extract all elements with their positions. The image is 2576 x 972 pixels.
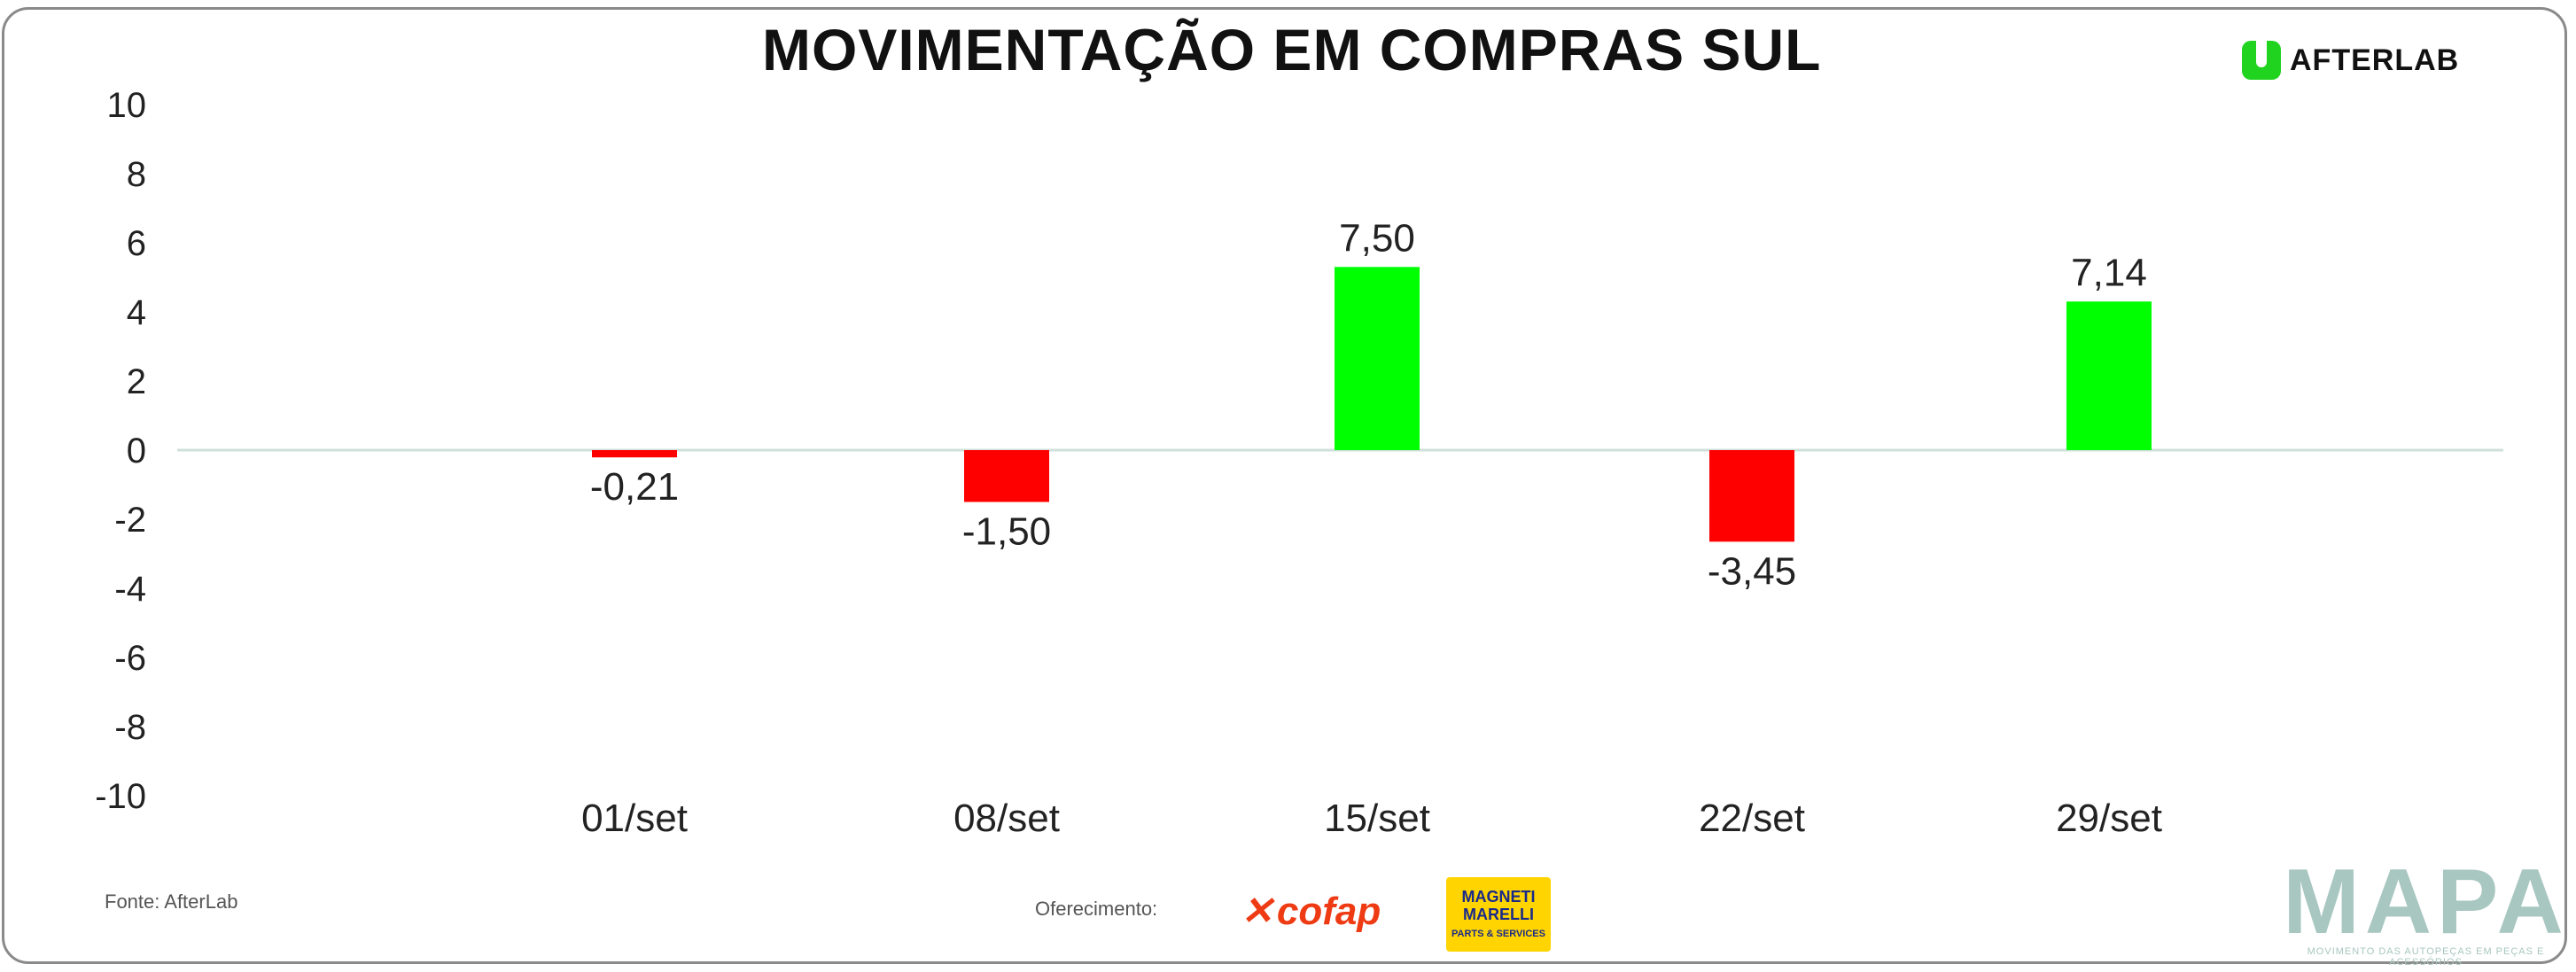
chart-title: MOVIMENTAÇÃO EM COMPRAS SUL	[762, 17, 1822, 82]
y-axis: 10 8 6 4 2 0 -2 -4 -6 -8 -10	[95, 86, 146, 816]
sponsor-label: Oferecimento:	[1035, 898, 1158, 920]
x-tick-label: 22/set	[1699, 797, 1805, 840]
y-tick-label: 10	[107, 86, 147, 125]
x-tick-label: 15/set	[1324, 797, 1430, 840]
y-tick-label: 6	[127, 224, 146, 263]
y-tick-label: 4	[127, 293, 146, 332]
afterlab-mark-icon	[2242, 41, 2281, 80]
afterlab-logo: AFTERLAB	[2242, 35, 2459, 85]
bar-value-label: 7,14	[2071, 251, 2147, 294]
x-tick-label: 01/set	[581, 797, 688, 840]
bar-value-label: -3,45	[1708, 549, 1796, 593]
cofap-x-icon: ✕	[1241, 890, 1273, 933]
mapa-logo: MAPA MOVIMENTO DAS AUTOPEÇAS EM PEÇAS E …	[2276, 851, 2576, 968]
y-tick-label: 2	[127, 362, 146, 401]
source-note: Fonte: AfterLab	[105, 890, 238, 913]
bar	[592, 450, 677, 458]
y-tick-label: -4	[114, 570, 146, 609]
y-tick-label: -6	[114, 639, 146, 678]
magneti-logo-line1: MAGNETI	[1461, 888, 1536, 906]
magneti-marelli-logo: MAGNETI MARELLI PARTS & SERVICES	[1446, 877, 1551, 952]
magneti-logo-line2: MARELLI	[1463, 906, 1534, 923]
chart-frame	[2, 7, 2567, 964]
bar	[964, 450, 1049, 502]
y-tick-label: 0	[127, 432, 146, 470]
mapa-logo-tagline: MOVIMENTO DAS AUTOPEÇAS EM PEÇAS E ACESS…	[2307, 946, 2545, 968]
cofap-logo-text: cofap	[1276, 890, 1381, 933]
afterlab-logo-text: AFTERLAB	[2290, 43, 2460, 77]
x-tick-label: 29/set	[2056, 797, 2162, 840]
x-axis: 01/set 08/set 15/set 22/set 29/set	[581, 797, 2162, 840]
bar	[2066, 301, 2152, 450]
magneti-logo-line3: PARTS & SERVICES	[1451, 929, 1545, 939]
data-labels: -0,21 -1,50 7,50 -3,45 7,14	[590, 216, 2147, 593]
y-tick-label: 8	[127, 155, 146, 194]
bar	[1335, 267, 1420, 450]
bars	[592, 267, 2152, 542]
y-tick-label: -2	[114, 501, 146, 540]
bar-value-label: 7,50	[1339, 216, 1415, 260]
x-tick-label: 08/set	[953, 797, 1060, 840]
bar-value-label: -1,50	[962, 510, 1051, 554]
y-tick-label: -8	[114, 708, 146, 747]
y-tick-label: -10	[95, 777, 146, 816]
cofap-logo: ✕cofap	[1241, 889, 1381, 934]
bar-value-label: -0,21	[590, 465, 679, 509]
mapa-logo-title: MAPA	[2283, 851, 2569, 953]
bar	[1709, 450, 1794, 542]
